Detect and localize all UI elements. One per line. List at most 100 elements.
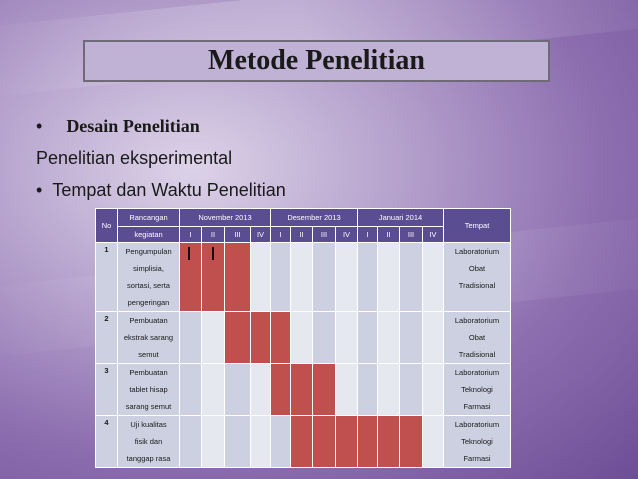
slide-title: Metode Penelitian [208,45,425,76]
week-cell [201,311,225,364]
activity-line: ekstrak sarang [123,333,174,342]
week-cell [290,363,313,416]
place-line: Laboratorium [454,420,500,429]
activity-line: sarang semut [125,402,172,411]
week-cell [290,242,313,312]
week-cell [335,242,358,312]
header-week: I [357,226,378,243]
week-cell [377,311,400,364]
week-cell [270,311,291,364]
activity-line: simplisia, [133,264,164,273]
cell-place: Laboratorium Obat Tradisional [443,242,511,312]
week-cell [377,242,400,312]
week-cell [422,363,444,416]
week-cell [250,363,271,416]
week-cell [312,415,336,468]
week-cell [335,363,358,416]
activity-line: Uji kualitas [130,420,167,429]
week-cell [179,363,202,416]
week-cell [224,363,251,416]
place-line: Laboratorium [454,368,500,377]
week-cell [357,242,378,312]
week-cell [422,415,444,468]
week-cell [270,415,291,468]
week-cell [399,242,423,312]
week-cell [250,415,271,468]
place-line: Obat [468,264,486,273]
header-week: II [377,226,400,243]
week-cell [290,415,313,468]
place-line: Teknologi [461,385,493,394]
place-line: Farmasi [463,402,491,411]
week-cell [399,363,423,416]
header-tempat: Tempat [443,208,511,243]
activity-line: Pembuatan [129,368,168,377]
place-line: Obat [468,333,486,342]
header-month: November 2013 [179,208,271,227]
header-week: IV [250,226,271,243]
cell-activity: Pembuatan ekstrak sarang semut [117,311,180,364]
week-cell [377,415,400,468]
bullet-desain: • Desain Penelitian [36,116,200,137]
header-week: IV [422,226,444,243]
week-cell [290,311,313,364]
week-cell [357,363,378,416]
place-line: Laboratorium [454,247,500,256]
week-cell [270,363,291,416]
week-cell [250,311,271,364]
cell-no: 4 [95,415,118,468]
week-cell [377,363,400,416]
header-month: Desember 2013 [270,208,358,227]
header-week: II [290,226,313,243]
header-rancangan: Rancangan [117,208,180,227]
table-row: 2 Pembuatan ekstrak sarang semut Laboratoriu… [95,311,511,364]
week-cell [312,363,336,416]
activity-line: pengeringan [127,298,170,307]
place-line: Tradisional [458,281,496,290]
week-cell [422,311,444,364]
title-box: Metode Penelitian [83,40,550,82]
week-cell [312,311,336,364]
place-line: Farmasi [463,454,491,463]
header-week: IV [335,226,358,243]
bullet-dot: • [36,180,43,200]
week-cell [250,242,271,312]
schedule-table: No Rancangan November 2013 Desember 2013 Jan… [95,208,511,468]
handwritten-mark [212,247,214,260]
cell-activity: Pengumpulan simplisia, sortasi, serta penge… [117,242,180,312]
place-line [444,294,510,311]
header-week: III [224,226,251,243]
activity-line: tablet hisap [129,385,168,394]
activity-line: sortasi, serta [127,281,170,290]
cell-activity: Pembuatan tablet hisap sarang semut [117,363,180,416]
cell-activity: Uji kualitas fisik dan tanggap rasa [117,415,180,468]
header-no: No [95,208,118,243]
week-cell [179,311,202,364]
header-month: Januari 2014 [357,208,444,227]
week-cell [335,311,358,364]
week-cell [224,242,251,312]
line-eksperimental: Penelitian eksperimental [36,148,233,168]
header-week: I [179,226,202,243]
header-week: III [399,226,423,243]
week-cell [179,415,202,468]
week-cell [399,415,423,468]
cell-no: 2 [95,311,118,364]
bullet-desain-text: Desain Penelitian [66,116,200,136]
activity-line: tanggap rasa [126,454,171,463]
place-line: Laboratorium [454,316,500,325]
table-header-row: No Rancangan November 2013 Desember 2013 Jan… [95,208,511,243]
bullet-dot: • [36,116,43,136]
header-kegiatan: kegiatan [117,226,180,243]
bullet-tempat: • Tempat dan Waktu Penelitian [36,180,286,201]
week-cell [270,242,291,312]
table-row: 3 Pembuatan tablet hisap sarang semut Labora… [95,363,511,416]
activity-line: semut [138,350,159,359]
handwritten-mark [188,247,190,260]
week-cell [179,242,202,312]
cell-place: Laboratorium Teknologi Farmasi [443,363,511,416]
week-cell [312,242,336,312]
week-cell [357,311,378,364]
header-week: II [201,226,225,243]
week-cell [422,242,444,312]
